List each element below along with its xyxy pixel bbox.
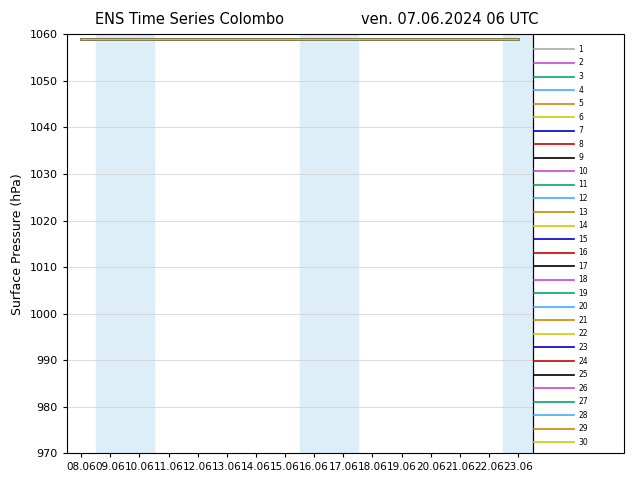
Y-axis label: Surface Pressure (hPa): Surface Pressure (hPa) — [11, 173, 24, 315]
Text: 9: 9 — [578, 153, 583, 162]
Bar — [96, 34, 125, 453]
Text: 27: 27 — [578, 397, 588, 406]
Text: 30: 30 — [578, 438, 588, 447]
Text: ven. 07.06.2024 06 UTC: ven. 07.06.2024 06 UTC — [361, 12, 539, 27]
Text: 18: 18 — [578, 275, 588, 284]
Text: 14: 14 — [578, 221, 588, 230]
Text: 26: 26 — [578, 384, 588, 392]
Text: 17: 17 — [578, 262, 588, 270]
Text: 19: 19 — [578, 289, 588, 298]
Text: 13: 13 — [578, 207, 588, 217]
Text: 8: 8 — [578, 140, 583, 149]
Bar — [328, 34, 358, 453]
Text: 10: 10 — [578, 167, 588, 176]
Text: 3: 3 — [578, 72, 583, 81]
Bar — [125, 34, 154, 453]
Text: 16: 16 — [578, 248, 588, 257]
Text: 25: 25 — [578, 370, 588, 379]
Text: 4: 4 — [578, 86, 583, 95]
Text: 20: 20 — [578, 302, 588, 311]
Text: 12: 12 — [578, 194, 588, 203]
Text: 6: 6 — [578, 113, 583, 122]
Text: 28: 28 — [578, 411, 588, 420]
Text: ENS Time Series Colombo: ENS Time Series Colombo — [95, 12, 284, 27]
Bar — [299, 34, 328, 453]
Bar — [503, 34, 533, 453]
Text: 1: 1 — [578, 45, 583, 54]
Text: 21: 21 — [578, 316, 588, 325]
Text: 5: 5 — [578, 99, 583, 108]
Text: 15: 15 — [578, 235, 588, 244]
Text: 2: 2 — [578, 58, 583, 68]
Text: 29: 29 — [578, 424, 588, 433]
Text: 24: 24 — [578, 357, 588, 366]
Text: 22: 22 — [578, 329, 588, 339]
Text: 23: 23 — [578, 343, 588, 352]
Text: 7: 7 — [578, 126, 583, 135]
Text: 11: 11 — [578, 180, 588, 190]
